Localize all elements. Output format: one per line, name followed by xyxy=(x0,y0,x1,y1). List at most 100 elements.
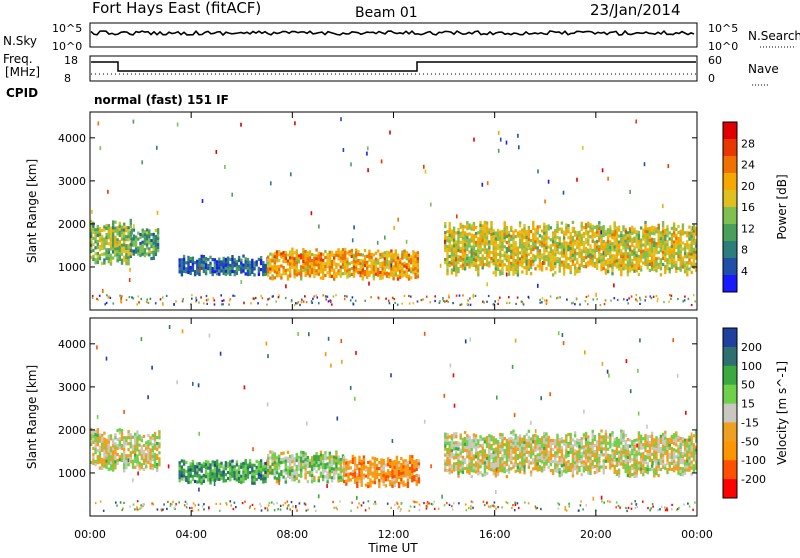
echo-cell xyxy=(260,262,262,265)
scatter-cell xyxy=(483,302,485,304)
echo-cell xyxy=(329,260,331,263)
velocity-heatmap xyxy=(90,325,697,512)
echo-cell xyxy=(629,445,631,448)
echo-cell xyxy=(607,264,609,267)
echo-cell xyxy=(556,461,558,464)
echo-cell xyxy=(622,252,624,255)
echo-cell xyxy=(293,266,295,269)
echo-cell xyxy=(460,461,462,464)
echo-cell xyxy=(545,441,547,444)
echo-cell xyxy=(205,472,207,475)
echo-cell xyxy=(148,235,150,238)
echo-cell xyxy=(366,267,368,270)
echo-cell xyxy=(225,258,227,261)
echo-cell xyxy=(451,470,453,473)
scatter-cell xyxy=(346,295,348,297)
echo-cell xyxy=(532,254,534,257)
scatter-cell xyxy=(243,302,245,304)
echo-cell xyxy=(156,448,158,451)
echo-cell xyxy=(554,460,556,463)
echo-cell xyxy=(512,442,514,445)
echo-cell xyxy=(453,447,455,450)
echo-cell xyxy=(559,252,561,255)
echo-cell xyxy=(664,271,666,274)
echo-cell xyxy=(622,454,624,457)
echo-cell xyxy=(183,463,185,466)
echo-cell xyxy=(543,441,545,444)
echo-cell xyxy=(453,251,455,254)
echo-cell xyxy=(669,438,671,441)
echo-cell xyxy=(510,244,512,247)
echo-cell xyxy=(519,449,521,452)
echo-cell xyxy=(406,272,408,275)
echo-cell xyxy=(355,252,357,255)
echo-cell xyxy=(335,450,337,453)
echo-cell xyxy=(444,249,446,252)
echo-cell xyxy=(655,460,657,463)
echo-cell xyxy=(346,276,348,279)
echo-cell xyxy=(411,479,413,482)
echo-cell xyxy=(136,442,138,445)
echo-cell xyxy=(565,455,567,458)
echo-cell xyxy=(322,274,324,277)
echo-cell xyxy=(512,451,514,454)
echo-cell xyxy=(515,461,517,464)
echo-cell xyxy=(318,270,320,273)
echo-cell xyxy=(274,276,276,279)
echo-cell xyxy=(585,265,587,268)
scatter-cell xyxy=(467,303,469,305)
echo-cell xyxy=(512,448,514,451)
echo-cell xyxy=(231,267,233,270)
echo-cell xyxy=(220,269,222,272)
echo-cell xyxy=(537,249,539,252)
echo-cell xyxy=(653,232,655,235)
echo-cell xyxy=(300,256,302,259)
echo-cell xyxy=(307,480,309,483)
echo-cell xyxy=(625,234,627,237)
echo-cell xyxy=(671,245,673,248)
echo-cell xyxy=(614,263,616,266)
echo-cell xyxy=(446,448,448,451)
echo-cell xyxy=(486,260,488,263)
echo-cell xyxy=(101,253,103,256)
echo-cell xyxy=(453,254,455,257)
echo-cell xyxy=(499,451,501,454)
echo-cell xyxy=(517,466,519,469)
echo-cell xyxy=(457,228,459,231)
echo-cell xyxy=(157,249,159,252)
echo-cell xyxy=(416,477,418,480)
echo-cell xyxy=(282,266,284,269)
echo-cell xyxy=(556,437,558,440)
echo-cell xyxy=(379,271,381,274)
echo-cell xyxy=(451,244,453,247)
echo-cell xyxy=(622,466,624,469)
echo-cell xyxy=(403,256,405,259)
echo-cell xyxy=(402,483,404,486)
echo-cell xyxy=(598,463,600,466)
echo-cell xyxy=(677,267,679,270)
echo-cell xyxy=(145,441,147,444)
echo-cell xyxy=(354,469,356,472)
echo-cell xyxy=(92,435,94,438)
echo-cell xyxy=(479,257,481,260)
echo-cell xyxy=(521,468,523,471)
echo-cell xyxy=(477,460,479,463)
echo-cell xyxy=(466,455,468,458)
echo-cell xyxy=(94,448,96,451)
echo-cell xyxy=(655,466,657,469)
echo-cell xyxy=(614,453,616,456)
echo-cell xyxy=(94,451,96,454)
echo-cell xyxy=(664,464,666,467)
echo-cell xyxy=(370,271,372,274)
echo-cell xyxy=(285,457,287,460)
echo-cell xyxy=(589,229,591,232)
echo-cell xyxy=(614,260,616,263)
echo-cell xyxy=(156,469,158,472)
echo-cell xyxy=(596,449,598,452)
echo-cell xyxy=(103,246,105,249)
echo-cell xyxy=(622,463,624,466)
scatter-cell xyxy=(126,299,128,301)
echo-cell xyxy=(414,273,416,276)
echo-cell xyxy=(499,243,501,246)
echo-cell xyxy=(506,448,508,451)
